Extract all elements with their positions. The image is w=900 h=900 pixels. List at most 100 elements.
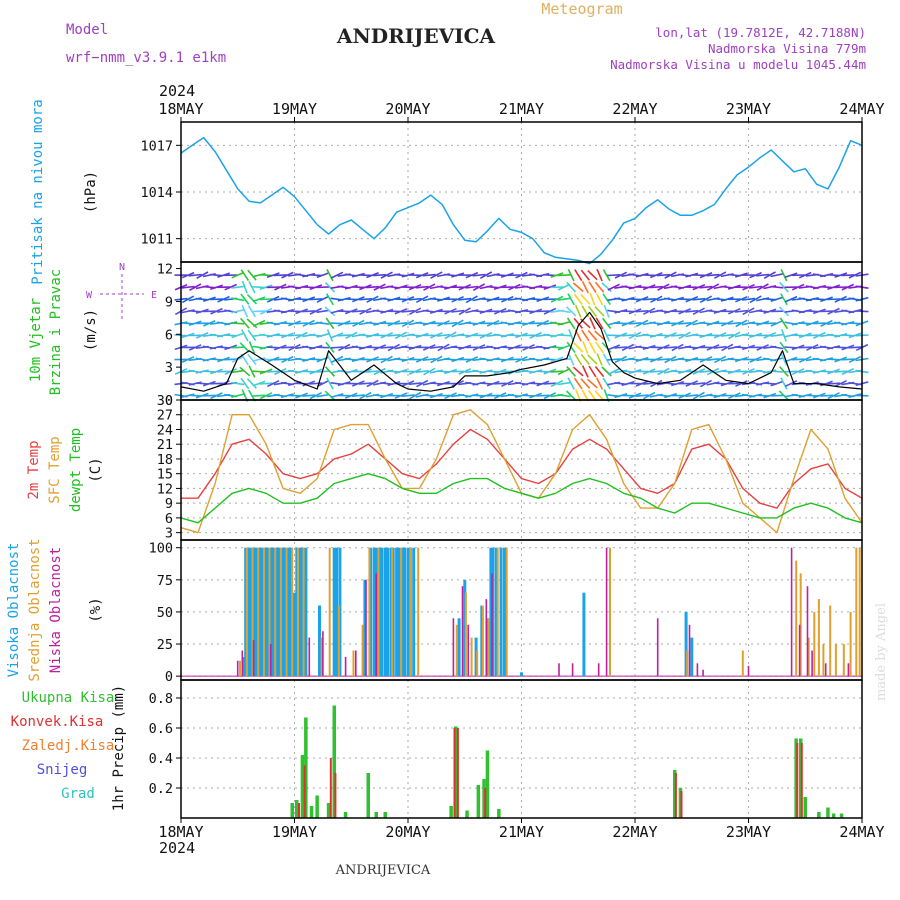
wind-barb (401, 272, 415, 278)
wind-barb (437, 343, 450, 352)
wind-barb (501, 380, 514, 388)
date-label-top: 20MAY (385, 100, 430, 118)
wind-barb (602, 293, 611, 306)
wind-barb (241, 304, 249, 318)
wind-barb (423, 283, 436, 291)
cloud-bar (285, 547, 288, 677)
wind-barb (628, 322, 642, 325)
wind-barb (656, 344, 670, 351)
wind-barb (813, 392, 826, 399)
precip-bar (315, 795, 319, 818)
wind-barb (827, 284, 841, 291)
wind-barb (359, 284, 372, 291)
date-label-bottom: 21MAY (499, 823, 544, 841)
wind-barb (273, 344, 287, 351)
cloud-bar (257, 547, 260, 677)
wind-barb (582, 341, 589, 354)
wind-barb (581, 280, 589, 294)
precip-bar (343, 812, 348, 818)
wind-barb (663, 346, 677, 349)
wind-barb (351, 394, 365, 397)
date-label-bottom: 19MAY (272, 823, 317, 841)
wind-barb (451, 272, 465, 278)
wind-barb (770, 285, 784, 289)
wind-barb (834, 370, 848, 373)
wind-barb (210, 392, 223, 400)
wind-barb (231, 297, 245, 302)
wind-barb (351, 272, 365, 278)
wind-barb (444, 307, 457, 315)
wind-barb (401, 309, 415, 313)
wind-barb (635, 394, 649, 397)
wind-barb (778, 306, 790, 317)
wind-barb (628, 308, 642, 315)
wind-barb (280, 393, 294, 399)
wind-barb (685, 272, 699, 278)
wind-barb (770, 296, 784, 302)
cloud-bar (822, 644, 825, 677)
wind-barb (451, 295, 464, 303)
wind-barb (749, 271, 762, 279)
wind-barb (841, 283, 855, 291)
cloud-ylabel-low: Niska Oblacnost (48, 547, 64, 673)
precip-unit: 1hr Precip (mm) (111, 685, 127, 811)
wind-barb (472, 344, 486, 351)
cloud-bar (656, 618, 659, 677)
wind-barb (373, 273, 387, 277)
wind-barb (465, 332, 479, 339)
wind-barb (507, 358, 521, 361)
wind-barb (588, 365, 597, 378)
wind-barb (621, 296, 635, 302)
cloud-bar (272, 547, 276, 677)
precip-bar (374, 812, 378, 818)
wind-barb (848, 332, 862, 339)
wind-barb (586, 378, 598, 389)
precip-bar (826, 807, 830, 818)
wind-barb (678, 392, 691, 399)
y-tick-label: 25 (157, 637, 173, 653)
wind-barb (479, 271, 493, 280)
wind-barb (325, 317, 335, 330)
wind-barb (252, 296, 266, 303)
wind-barb (601, 317, 612, 329)
wind-barb (409, 307, 422, 316)
wind-barb (458, 368, 472, 375)
wind-barb (451, 319, 464, 328)
cloud-bar (499, 547, 503, 677)
wind-barb (770, 319, 784, 327)
wind-barb (267, 379, 280, 388)
wind-barb (181, 332, 195, 339)
wind-barb (692, 391, 705, 400)
precip-bar (482, 779, 486, 818)
wind-barb (791, 358, 805, 361)
cloud-bar (262, 547, 265, 677)
cloud-bar (417, 547, 420, 677)
wind-barb (763, 308, 777, 315)
wind-barb (628, 298, 642, 301)
wind-barb (734, 272, 748, 278)
wind-barb (259, 382, 273, 385)
wind-barb (437, 320, 450, 327)
wind-barb (819, 394, 834, 397)
wind-barb (401, 319, 415, 328)
cloud-bar (409, 547, 412, 677)
wind-barb (231, 393, 245, 398)
wind-barb (241, 329, 249, 342)
wind-barb (784, 295, 798, 303)
precip-bar (799, 738, 803, 818)
wind-barb (628, 331, 642, 340)
wind-barb (337, 381, 351, 387)
wind-barb (601, 282, 612, 293)
wind-barb (827, 307, 840, 315)
cloud-bar (461, 586, 464, 677)
cloud-bar (338, 547, 342, 677)
wind-barb (415, 370, 429, 373)
wind-barb (295, 308, 308, 315)
wind-barb (259, 298, 273, 301)
wind-barb (601, 342, 612, 353)
precip-bar (465, 810, 469, 818)
wind-barb (572, 282, 584, 293)
wind-barb (780, 268, 788, 282)
wind-barb (784, 380, 798, 388)
wind-barb (614, 308, 628, 314)
